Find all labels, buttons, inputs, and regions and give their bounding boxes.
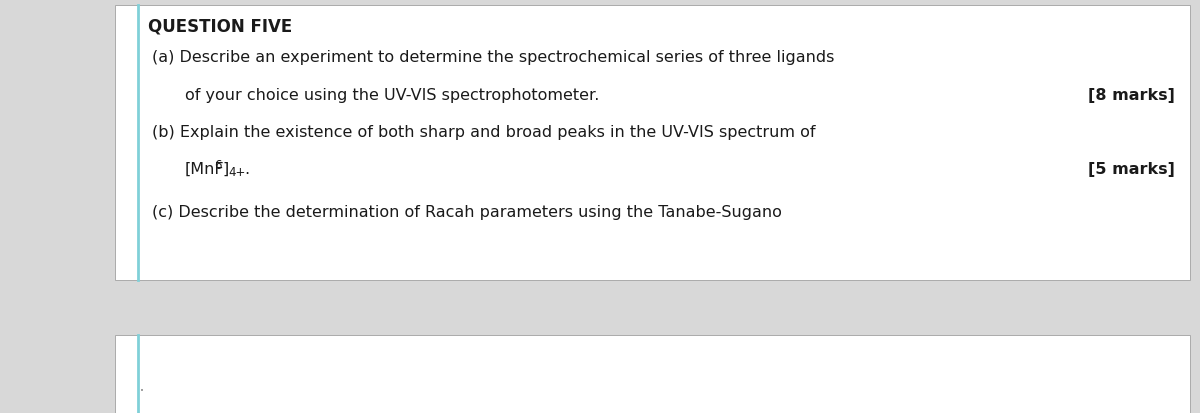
Text: [5 marks]: [5 marks]: [1088, 162, 1175, 177]
FancyBboxPatch shape: [115, 5, 1190, 280]
FancyBboxPatch shape: [115, 335, 1190, 413]
Text: [8 marks]: [8 marks]: [1088, 88, 1175, 103]
Text: (a) Describe an experiment to determine the spectrochemical series of three liga: (a) Describe an experiment to determine …: [152, 50, 834, 65]
Text: 4+: 4+: [228, 166, 245, 179]
Text: (b) Explain the existence of both sharp and broad peaks in the UV-VIS spectrum o: (b) Explain the existence of both sharp …: [152, 125, 816, 140]
Text: ]: ]: [222, 162, 228, 177]
Text: QUESTION FIVE: QUESTION FIVE: [148, 18, 293, 36]
Text: [MnF: [MnF: [185, 162, 224, 177]
Text: 6: 6: [214, 159, 222, 172]
Text: (c) Describe the determination of Racah parameters using the Tanabe-Sugano: (c) Describe the determination of Racah …: [152, 205, 782, 220]
Text: of your choice using the UV-VIS spectrophotometer.: of your choice using the UV-VIS spectrop…: [185, 88, 599, 103]
Text: •: •: [140, 388, 144, 394]
Text: .: .: [244, 162, 250, 177]
